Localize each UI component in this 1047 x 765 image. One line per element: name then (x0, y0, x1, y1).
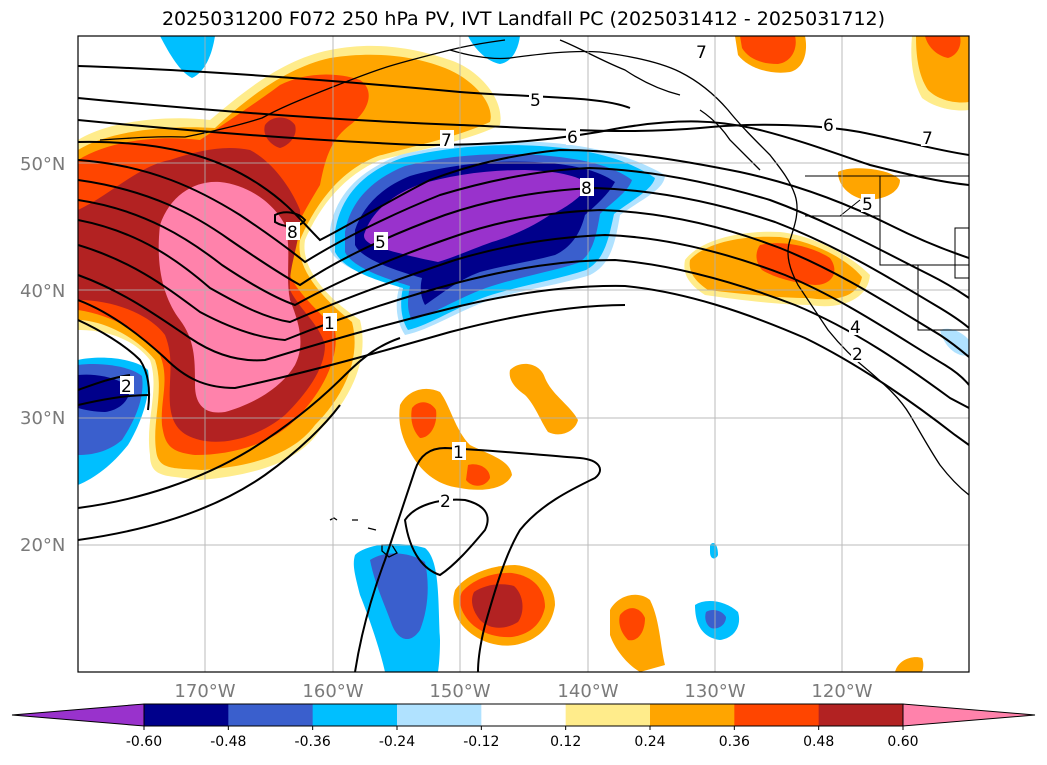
colorbar-segment (144, 704, 229, 726)
lon-label: 140°W (557, 681, 618, 702)
colorbar-segment (397, 704, 482, 726)
contour-label: 1 (324, 314, 335, 334)
pos-anomaly-south-darkred (472, 584, 523, 628)
contour-label: 5 (530, 91, 541, 111)
lon-label: 170°W (174, 681, 235, 702)
colorbar-tick-label: -0.48 (210, 734, 246, 750)
pos-anomaly-gulf-darkred (264, 117, 296, 148)
neg-anomaly-tiny-cyan (710, 543, 718, 559)
lon-label: 160°W (302, 681, 363, 702)
contour-label: 2 (121, 377, 132, 397)
lat-label: 50°N (20, 154, 65, 175)
contour-label: 5 (375, 233, 386, 253)
pos-anomaly-sefar-orange (895, 657, 924, 672)
lat-label: 30°N (20, 408, 65, 429)
contour-line (78, 159, 969, 299)
contour-label: 6 (823, 116, 834, 136)
pos-anomaly-northeast-red-core (740, 36, 796, 64)
colorbar-segment (565, 704, 651, 726)
lon-label-group: 170°W 160°W 150°W 140°W 130°W 120°W (174, 681, 872, 702)
pos-anomaly-coast-red (756, 243, 835, 285)
contour-line (78, 119, 969, 186)
neg-anomaly-north-cyan (160, 36, 215, 78)
colorbar-segment (312, 704, 398, 726)
map-title: 2025031200 F072 250 hPa PV, IVT Landfall… (161, 8, 886, 30)
colorbar-outline (143, 703, 904, 727)
plot-frame (77, 35, 970, 673)
contour-label: 6 (567, 128, 578, 148)
colorbar-extend-high (902, 703, 1036, 727)
contour-line (354, 446, 601, 672)
contour-line (78, 179, 969, 329)
neg-anomaly-coast-lightblue (940, 328, 969, 356)
contour-label: 1 (453, 443, 464, 463)
ivt-contours (78, 65, 969, 672)
colorbar-tick-label: 0.24 (634, 734, 665, 750)
contour-label: 8 (287, 223, 298, 243)
colorbar-tick-label: -0.24 (379, 734, 415, 750)
lon-label: 150°W (429, 681, 490, 702)
pos-anomaly-se-red (619, 608, 645, 641)
colorbar-segment (734, 704, 820, 726)
contour-label: 7 (696, 43, 707, 63)
contour-label: 8 (581, 179, 592, 199)
colorbar-tick-label: -0.36 (295, 734, 331, 750)
neg-anomaly-south-blue (370, 553, 428, 640)
colorbar-tick-label: -0.60 (126, 734, 162, 750)
colorbar-segment (818, 704, 904, 726)
colorbar-tick-label: 0.12 (550, 734, 581, 750)
contour-label: 2 (440, 492, 451, 512)
contour-line (274, 211, 307, 228)
neg-anomaly-small-blue (705, 609, 726, 629)
lon-label: 120°W (811, 681, 872, 702)
gridlines (78, 36, 969, 672)
pc-shading-layer: 5 6 7 7 6 7 5 8 5 8 1 2 1 2 (78, 36, 969, 672)
coastlines (99, 39, 969, 558)
contour-line (78, 337, 401, 509)
colorbar-tick-label: 0.60 (887, 734, 918, 750)
lat-label: 40°N (20, 281, 65, 302)
contour-line (78, 244, 969, 409)
colorbar: -0.60 -0.48 -0.36 -0.24 -0.12 0.12 0.24 0.36 0.4… (11, 703, 1036, 750)
contour-line (78, 65, 631, 109)
pos-anomaly-west-pink (158, 181, 301, 413)
contour-line (78, 319, 150, 411)
colorbar-segment (228, 704, 314, 726)
contour-label: 2 (852, 345, 863, 365)
colorbar-extend-low (11, 703, 145, 727)
contour-line (78, 299, 626, 390)
colorbar-tick-label: 0.36 (719, 734, 750, 750)
lat-label: 20°N (20, 535, 65, 556)
colorbar-tick-label: 0.48 (803, 734, 834, 750)
pos-anomaly-mid2-orange (509, 363, 578, 435)
contour-label: 4 (850, 318, 861, 338)
pos-anomaly-mid1-red2 (466, 464, 490, 486)
pos-anomaly-farnortheast-red (925, 36, 961, 58)
colorbar-segment (481, 704, 567, 726)
lat-label-group: 50°N 40°N 30°N 20°N (20, 154, 65, 556)
contour-label: 5 (862, 195, 873, 215)
contour-line (78, 97, 969, 156)
contour-label: 7 (922, 129, 933, 149)
contour-line (78, 199, 969, 358)
contour-label: 7 (441, 131, 452, 151)
contour-line (78, 374, 151, 406)
contour-line (78, 404, 341, 541)
lon-label: 130°W (684, 681, 745, 702)
contour-line (78, 140, 969, 259)
contour-line (78, 219, 969, 386)
contour-label-group: 5 6 7 7 6 7 5 8 5 8 1 2 1 2 (120, 42, 935, 512)
colorbar-tick-label: -0.12 (463, 734, 499, 750)
contour-line (78, 274, 969, 446)
pos-anomaly-mid1-red (411, 402, 437, 438)
colorbar-segment (650, 704, 735, 726)
